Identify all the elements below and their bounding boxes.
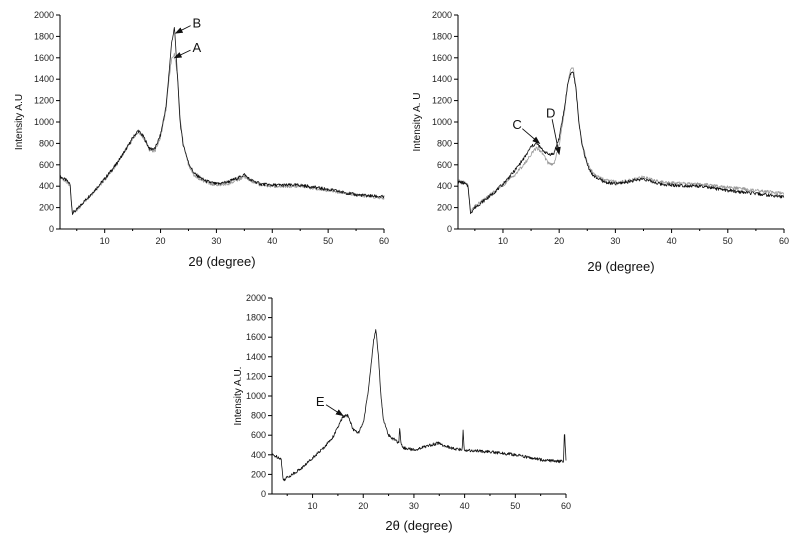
x-tick-label: 60 — [561, 501, 571, 511]
panel-3-x-axis-label: 2θ (degree) — [385, 518, 452, 533]
panel-3: 10 20 30 40 50 600200400600800100012001400160… — [233, 293, 571, 533]
y-tick-label: 1000 — [34, 117, 54, 127]
y-tick-label: 1400 — [432, 74, 452, 84]
y-tick-label: 200 — [39, 203, 54, 213]
x-tick-label: 30 — [409, 501, 419, 511]
x-tick-label: 40 — [267, 236, 277, 246]
y-tick-label: 1600 — [432, 53, 452, 63]
panel-2: 10 20 30 40 50 600200400600800100012001400160… — [412, 10, 789, 274]
y-tick-label: 1800 — [246, 313, 266, 323]
panel-3-y-axis-label: Intensity A.U. — [233, 367, 244, 426]
y-tick-label: 1000 — [432, 117, 452, 127]
y-tick-label: 400 — [39, 181, 54, 191]
panel-3-plot-area: 10 20 30 40 50 600200400600800100012001400160… — [246, 293, 571, 511]
y-tick-label: 400 — [251, 450, 266, 460]
y-tick-label: 1800 — [432, 31, 452, 41]
series-line-2 — [59, 52, 385, 216]
panel-2-plot-area: 10 20 30 40 50 600200400600800100012001400160… — [432, 10, 789, 246]
x-tick-label: 50 — [323, 236, 333, 246]
series-line-1 — [271, 329, 567, 482]
annotation-arrow — [522, 128, 541, 145]
panel-3-annotation-e: E — [316, 394, 325, 409]
panel-1: 10 20 30 40 50 600200400600800100012001400160… — [14, 10, 389, 269]
series-line-1 — [59, 26, 385, 215]
x-tick-label: 30 — [610, 236, 620, 246]
panel-2-annotation-d: D — [546, 105, 555, 120]
x-tick-label: 30 — [211, 236, 221, 246]
x-tick-label: 60 — [379, 236, 389, 246]
panel-1-annotation-b: B — [193, 15, 202, 30]
x-tick-label: 50 — [510, 501, 520, 511]
y-tick-label: 2000 — [432, 10, 452, 20]
y-tick-label: 1000 — [246, 391, 266, 401]
panel-2-annotation-c: C — [512, 117, 521, 132]
y-tick-label: 400 — [437, 181, 452, 191]
y-tick-label: 200 — [437, 203, 452, 213]
series-line-1 — [457, 71, 785, 215]
y-tick-label: 2000 — [246, 293, 266, 303]
panel-1-plot-area: 10 20 30 40 50 600200400600800100012001400160… — [34, 10, 389, 246]
panel-1-y-axis-label: Intensity A.U — [14, 94, 25, 150]
series-line-2 — [457, 67, 785, 213]
y-tick-label: 600 — [251, 430, 266, 440]
annotation-arrow — [551, 119, 561, 156]
y-tick-label: 600 — [39, 160, 54, 170]
panel-2-y-axis-label: Intensity A. U — [412, 93, 423, 152]
y-tick-label: 2000 — [34, 10, 54, 20]
panel-1-x-axis-label: 2θ (degree) — [188, 254, 255, 269]
y-tick-label: 800 — [437, 138, 452, 148]
panel-1-annotation-a: A — [193, 40, 202, 55]
x-tick-label: 20 — [156, 236, 166, 246]
y-tick-label: 1600 — [34, 53, 54, 63]
panel-2-x-axis-label: 2θ (degree) — [587, 259, 654, 274]
x-tick-label: 20 — [358, 501, 368, 511]
y-tick-label: 800 — [251, 411, 266, 421]
annotation-arrow — [173, 49, 191, 59]
y-tick-label: 0 — [447, 224, 452, 234]
y-tick-label: 1200 — [34, 96, 54, 106]
y-tick-label: 1200 — [246, 371, 266, 381]
y-tick-label: 0 — [261, 489, 266, 499]
x-tick-label: 60 — [779, 236, 789, 246]
x-tick-label: 20 — [554, 236, 564, 246]
x-tick-label: 40 — [460, 501, 470, 511]
x-tick-label: 10 — [308, 501, 318, 511]
x-tick-label: 10 — [100, 236, 110, 246]
y-tick-label: 1800 — [34, 31, 54, 41]
x-tick-label: 10 — [498, 236, 508, 246]
y-tick-label: 600 — [437, 160, 452, 170]
y-tick-label: 200 — [251, 469, 266, 479]
y-tick-label: 1400 — [34, 74, 54, 84]
x-tick-label: 50 — [723, 236, 733, 246]
x-tick-label: 40 — [667, 236, 677, 246]
y-tick-label: 1400 — [246, 352, 266, 362]
y-tick-label: 1600 — [246, 332, 266, 342]
y-tick-label: 1200 — [432, 96, 452, 106]
annotation-arrow — [174, 25, 191, 34]
y-tick-label: 0 — [49, 224, 54, 234]
y-tick-label: 800 — [39, 138, 54, 148]
annotation-arrow — [325, 404, 344, 417]
